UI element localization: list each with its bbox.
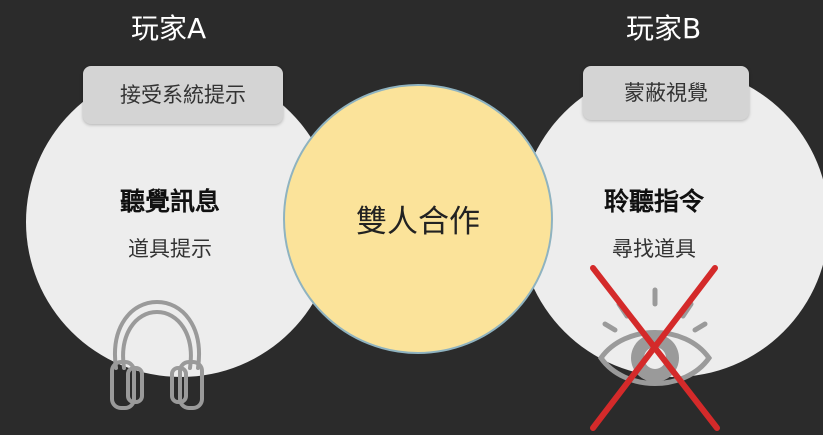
player-b-subtitle: 尋找道具 — [612, 237, 696, 261]
center-circle — [283, 84, 553, 354]
center-text: 雙人合作 — [356, 204, 480, 240]
player-a-title: 聽覺訊息 — [119, 187, 220, 216]
player-b-tag: 蒙蔽視覺 — [583, 66, 749, 120]
crossed-eye-icon — [590, 265, 720, 431]
player-b-title: 聆聽指令 — [603, 187, 704, 216]
player-a-label: 玩家A — [131, 12, 207, 45]
player-a-tag: 接受系統提示 — [83, 66, 283, 124]
headphones-icon — [110, 299, 204, 410]
player-a-subtitle: 道具提示 — [128, 237, 212, 261]
player-b-label: 玩家B — [626, 12, 702, 45]
